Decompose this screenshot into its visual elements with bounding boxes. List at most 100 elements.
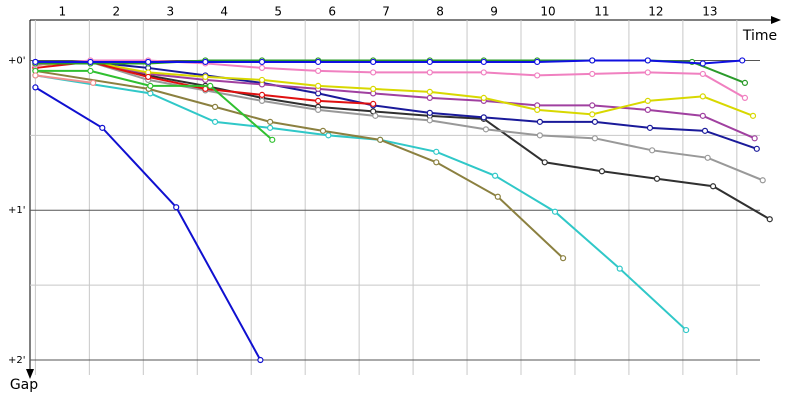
- data-point: [315, 67, 322, 75]
- data-point: [494, 193, 501, 200]
- data-point: [267, 118, 274, 125]
- series-line: [35, 60, 754, 117]
- y-tick-label: +0': [8, 55, 26, 66]
- data-point: [644, 57, 651, 64]
- x-tick-label: 9: [490, 5, 498, 19]
- data-point: [87, 58, 94, 66]
- x-tick-label: 6: [328, 5, 336, 19]
- data-point: [701, 127, 709, 134]
- data-point: [709, 183, 717, 190]
- data-point: [480, 114, 487, 121]
- data-point: [426, 69, 433, 76]
- data-point: [325, 132, 332, 139]
- data-point: [370, 100, 377, 107]
- x-tick-label: 11: [594, 5, 609, 19]
- data-point: [598, 168, 606, 175]
- x-tick-label: 2: [113, 5, 121, 19]
- data-point: [699, 60, 706, 67]
- data-point: [87, 67, 94, 75]
- data-point: [749, 112, 757, 119]
- data-point: [653, 175, 661, 182]
- data-point: [683, 326, 690, 334]
- data-point: [377, 136, 384, 143]
- data-point: [257, 356, 264, 364]
- data-point: [536, 118, 543, 125]
- data-point: [589, 111, 596, 118]
- x-tick-label: 5: [274, 5, 282, 19]
- data-point: [258, 91, 266, 98]
- data-point: [741, 94, 749, 101]
- data-point: [202, 85, 209, 93]
- data-point: [202, 58, 209, 66]
- data-point: [32, 58, 39, 66]
- data-point: [202, 73, 209, 81]
- data-point: [258, 76, 266, 84]
- data-point: [699, 70, 706, 78]
- data-point: [589, 57, 596, 64]
- data-point: [753, 145, 760, 152]
- data-point: [699, 112, 706, 119]
- data-point: [147, 82, 154, 90]
- data-point: [739, 57, 746, 64]
- data-point: [173, 204, 180, 211]
- data-point: [480, 58, 487, 66]
- data-point: [315, 58, 322, 66]
- data-point: [258, 64, 266, 72]
- data-point: [370, 58, 377, 66]
- x-tick-label: 7: [382, 5, 390, 19]
- data-point: [644, 69, 651, 76]
- data-point: [591, 135, 599, 142]
- data-point: [704, 154, 711, 161]
- data-point: [534, 72, 541, 79]
- data-point: [426, 117, 433, 124]
- data-point: [699, 93, 706, 100]
- data-point: [534, 106, 541, 113]
- y-axis-label: Gap: [10, 377, 38, 393]
- data-point: [616, 265, 623, 272]
- data-point: [211, 103, 219, 110]
- data-point: [426, 58, 433, 66]
- data-point: [426, 94, 433, 101]
- data-point: [99, 124, 106, 131]
- data-point: [551, 208, 559, 215]
- data-point: [426, 88, 433, 95]
- data-point: [426, 109, 433, 116]
- data-point: [315, 106, 322, 113]
- data-point: [759, 177, 766, 184]
- y-tick-label: +1': [8, 205, 26, 216]
- data-point: [370, 69, 377, 76]
- data-point: [315, 97, 322, 104]
- data-point: [258, 58, 266, 66]
- series-line: [35, 60, 758, 150]
- data-point: [536, 132, 543, 139]
- data-point: [315, 82, 322, 90]
- series-line: [34, 86, 262, 361]
- data-point: [589, 70, 596, 78]
- data-point: [267, 124, 274, 131]
- x-tick-label: 4: [220, 5, 228, 19]
- data-point: [480, 94, 487, 101]
- data-point: [482, 126, 490, 133]
- data-point: [370, 85, 377, 93]
- data-point: [269, 136, 276, 143]
- data-point: [207, 82, 214, 90]
- data-point: [589, 102, 596, 109]
- data-point: [644, 106, 651, 113]
- data-point: [559, 255, 567, 262]
- data-point: [534, 58, 541, 66]
- series-line: [35, 59, 743, 65]
- data-point: [372, 112, 379, 119]
- data-point: [433, 159, 440, 166]
- x-axis-label: Time: [742, 28, 777, 44]
- y-tick-label: +2': [8, 355, 26, 366]
- data-point: [480, 69, 487, 76]
- data-point: [751, 135, 758, 142]
- data-point: [541, 159, 548, 166]
- series-line: [35, 60, 771, 221]
- x-tick-label: 10: [540, 5, 555, 19]
- data-point: [492, 172, 499, 179]
- data-point: [766, 216, 773, 223]
- data-point: [644, 97, 651, 104]
- data-point: [646, 124, 654, 131]
